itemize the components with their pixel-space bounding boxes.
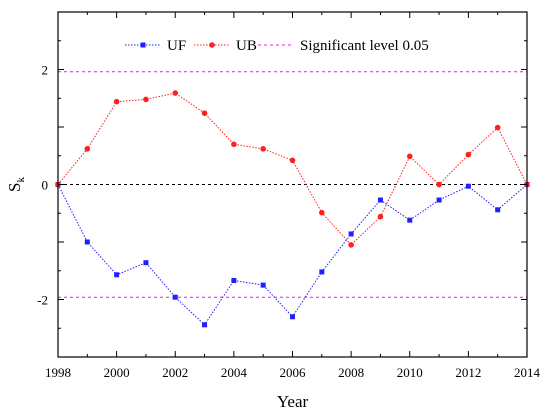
legend: UF UB Significant level 0.05 <box>125 38 429 54</box>
point-uf <box>436 197 442 203</box>
point-uf <box>260 282 266 288</box>
axis-ticks <box>57 11 528 358</box>
x-tick-label: 2010 <box>397 365 423 380</box>
x-tick-label: 2012 <box>455 365 481 380</box>
point-uf <box>84 239 90 245</box>
x-tick-label: 2002 <box>162 365 188 380</box>
legend-label: Significant level 0.05 <box>300 38 429 54</box>
point-uf <box>231 278 237 284</box>
x-axis-title: Year <box>277 392 309 411</box>
point-ub <box>172 90 179 96</box>
y-axis-title-subscript: k <box>15 177 27 183</box>
point-ub <box>319 209 325 216</box>
point-ub <box>406 153 413 160</box>
series-layer <box>55 90 530 328</box>
legend-marker-ub <box>209 42 215 48</box>
tick-labels: 1998 2000 2002 2004 2006 2008 2010 2012 2014 -2 0 2 <box>37 63 540 381</box>
y-axis-title-main: S <box>5 183 24 192</box>
x-tick-label: 1998 <box>45 365 71 380</box>
point-ub <box>201 110 208 116</box>
point-uf <box>465 183 471 189</box>
point-uf <box>143 260 149 266</box>
point-uf <box>202 322 208 328</box>
legend-label: UF <box>167 38 186 54</box>
y-tick-label: 0 <box>42 178 49 193</box>
y-axis-title: Sk <box>5 177 27 192</box>
y-tick-label: -2 <box>37 293 48 308</box>
reference-lines <box>58 71 527 298</box>
point-uf <box>407 217 413 223</box>
point-uf <box>290 314 295 320</box>
series-line-uf <box>57 184 528 326</box>
point-ub <box>289 157 296 164</box>
point-uf <box>495 207 501 213</box>
legend-marker-uf <box>140 42 146 48</box>
point-uf <box>319 269 325 275</box>
point-ub <box>84 146 91 152</box>
x-tick-label: 2006 <box>280 365 307 380</box>
point-uf <box>172 294 178 300</box>
point-uf <box>348 231 354 237</box>
x-tick-label: 2014 <box>514 365 541 380</box>
point-ub <box>231 141 237 148</box>
legend-label: UB <box>236 38 257 54</box>
point-ub <box>113 98 120 105</box>
series-line-ub <box>57 92 528 246</box>
point-ub <box>377 213 384 220</box>
y-tick-label: 2 <box>42 63 49 78</box>
point-ub <box>260 146 266 152</box>
x-tick-label: 2004 <box>221 365 248 380</box>
point-uf <box>377 197 383 203</box>
x-tick-label: 2008 <box>338 365 364 380</box>
point-ub <box>348 242 354 248</box>
point-uf <box>114 272 120 278</box>
point-ub <box>465 151 472 158</box>
point-ub <box>436 181 442 188</box>
point-ub <box>143 96 149 103</box>
point-ub <box>494 124 501 131</box>
x-tick-label: 2000 <box>104 365 130 380</box>
